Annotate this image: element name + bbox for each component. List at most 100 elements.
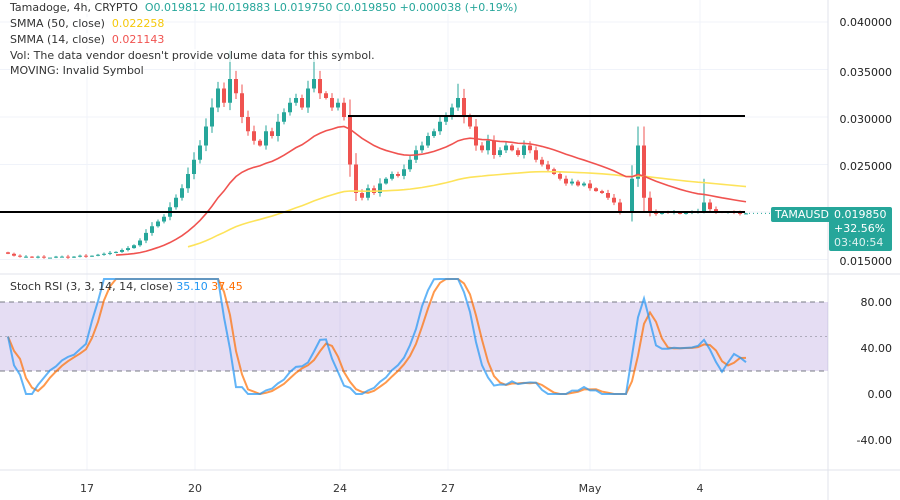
candle-body (636, 145, 640, 179)
candle-body (366, 188, 370, 198)
candle-body (402, 169, 406, 176)
volume-notice: Vol: The data vendor doesn't provide vol… (10, 49, 375, 62)
time-tick: 20 (188, 482, 202, 495)
stoch-label: Stoch RSI (3, 3, 14, 14, close) (10, 280, 173, 293)
smma50-label: SMMA (50, close) (10, 17, 105, 30)
candle-body (336, 102, 340, 108)
ohlc-header: Tamadoge, 4h, CRYPTO O0.019812 H0.019883… (10, 1, 518, 14)
candle-body (516, 150, 520, 155)
candle-body (66, 256, 70, 258)
candle-body (18, 255, 22, 257)
candle-body (102, 253, 106, 255)
candle-body (186, 174, 190, 189)
close-value: C0.019850 (335, 1, 397, 14)
symbol-line: Tamadoge, 4h, CRYPTO (10, 1, 138, 14)
candle-body (480, 145, 484, 151)
low-value: L0.019750 (273, 1, 333, 14)
candle-body (54, 256, 58, 258)
candle-body (600, 191, 604, 193)
candle-body (162, 216, 166, 222)
candle-body (564, 178, 568, 184)
candle-body (738, 212, 742, 214)
stoch-tick: -40.00 (856, 434, 892, 447)
smma14-legend[interactable]: SMMA (14, close) 0.021143 (10, 33, 165, 46)
candle-body (24, 256, 28, 258)
candle-body (384, 178, 388, 184)
candle-body (612, 197, 616, 203)
candle-body (306, 88, 310, 108)
candle-body (426, 136, 430, 146)
candle-body (492, 140, 496, 155)
candle-body (708, 202, 712, 210)
smma-50-line (187, 170, 747, 248)
candle-body (264, 131, 268, 146)
candle-body (60, 256, 64, 258)
time-tick: May (578, 482, 602, 495)
price-tick: 0.030000 (839, 113, 893, 126)
candle-body (714, 209, 718, 212)
candle-body (90, 255, 94, 257)
smma50-legend[interactable]: SMMA (50, close) 0.022258 (10, 17, 165, 30)
candle-body (630, 178, 634, 212)
price-tick: 0.035000 (839, 66, 893, 79)
candle-body (570, 181, 574, 184)
open-value: O0.019812 (144, 1, 207, 14)
last-price: 0.019850 (834, 208, 887, 221)
change-value: +0.000038 (+0.19%) (399, 1, 518, 14)
candle-body (276, 121, 280, 136)
candle-body (204, 126, 208, 146)
candle-body (138, 240, 142, 246)
time-tick: 17 (80, 482, 94, 495)
candle-body (390, 174, 394, 179)
candle-body (270, 131, 274, 136)
candle-body (180, 188, 184, 198)
candle-body (114, 251, 118, 253)
high-value: H0.019883 (209, 1, 271, 14)
last-price-tag: 0.019850 +32.56% 03:40:54 (829, 207, 892, 251)
candle-body (438, 121, 442, 132)
candle-body (354, 164, 358, 193)
candle-body (36, 256, 40, 258)
ohlc-values: O0.019812 H0.019883 L0.019750 C0.019850 … (141, 1, 518, 14)
candle-body (360, 193, 364, 198)
candle-body (642, 145, 646, 198)
stoch-legend[interactable]: Stoch RSI (3, 3, 14, 14, close) 35.10 37… (10, 280, 243, 293)
smma50-value: 0.022258 (111, 17, 165, 30)
candle-body (120, 250, 124, 252)
candle-body (528, 145, 532, 151)
candle-body (486, 140, 490, 151)
candle-body (456, 98, 460, 108)
candle-body (48, 257, 52, 259)
candle-body (540, 159, 544, 165)
candle-body (576, 181, 580, 186)
candle-body (594, 188, 598, 192)
candle-body (546, 164, 550, 170)
candle-body (300, 98, 304, 108)
price-tick: 0.040000 (839, 16, 893, 29)
stoch-tick: 80.00 (860, 296, 893, 309)
candle-body (198, 145, 202, 160)
candle-body (420, 145, 424, 151)
candle-body (378, 183, 382, 193)
stoch-d-value: 37.45 (211, 280, 243, 293)
candle-body (582, 183, 586, 186)
stoch-tick: 40.00 (860, 342, 893, 355)
candle-body (240, 93, 244, 117)
candle-body (324, 93, 328, 98)
candle-body (132, 245, 136, 249)
candle-body (216, 88, 220, 108)
moving-notice: MOVING: Invalid Symbol (10, 64, 144, 77)
smma-14-line (115, 125, 747, 256)
stoch-k-line (7, 278, 747, 395)
candle-body (192, 159, 196, 174)
candle-body (522, 145, 526, 155)
candle-body (30, 256, 34, 258)
candle-body (156, 221, 160, 227)
candle-body (126, 248, 130, 250)
symbol-tag: TAMAUSD (771, 207, 833, 222)
candle-body (210, 107, 214, 127)
price-tick: 0.025000 (839, 160, 893, 173)
candle-body (72, 256, 76, 258)
candle-body (342, 102, 346, 117)
